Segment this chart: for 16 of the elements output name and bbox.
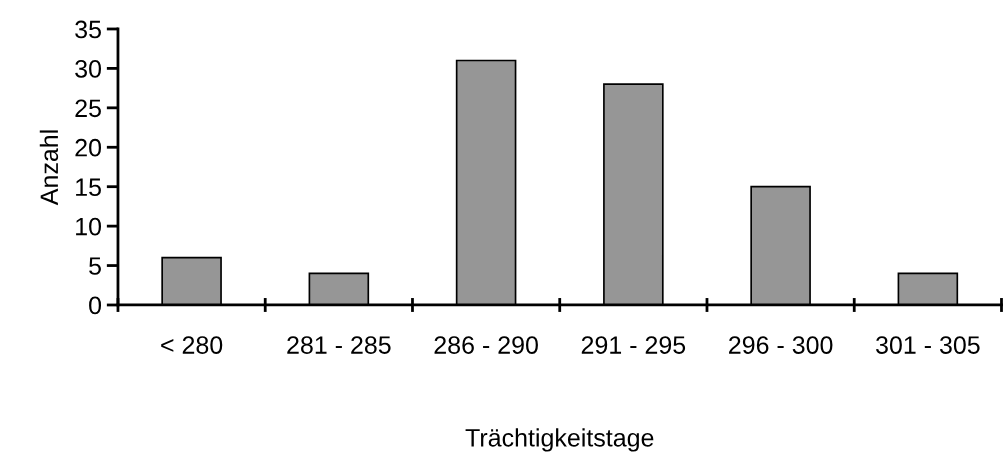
y-tick-label: 5: [89, 257, 101, 275]
y-tick-label: 10: [76, 217, 102, 236]
y-tick-label: 35: [75, 20, 101, 39]
x-tick-label: 286 - 290: [434, 336, 538, 354]
x-tick-label: 281 - 285: [287, 336, 391, 354]
x-tick-label: 291 - 295: [581, 336, 686, 354]
x-axis-title: Trächtigkeitstage: [465, 428, 654, 452]
y-tick-label: 15: [76, 178, 101, 196]
y-tick-label: 25: [75, 99, 101, 118]
x-tick-label: 296 - 300: [729, 336, 833, 354]
y-tick-label: 20: [75, 138, 102, 157]
y-tick-label: 30: [75, 60, 102, 78]
x-tick-label: 301 - 305: [876, 336, 980, 354]
y-axis-title: Anzahl: [39, 130, 59, 206]
y-tick-label: 0: [89, 296, 102, 315]
x-tick-label: < 280: [161, 336, 223, 354]
